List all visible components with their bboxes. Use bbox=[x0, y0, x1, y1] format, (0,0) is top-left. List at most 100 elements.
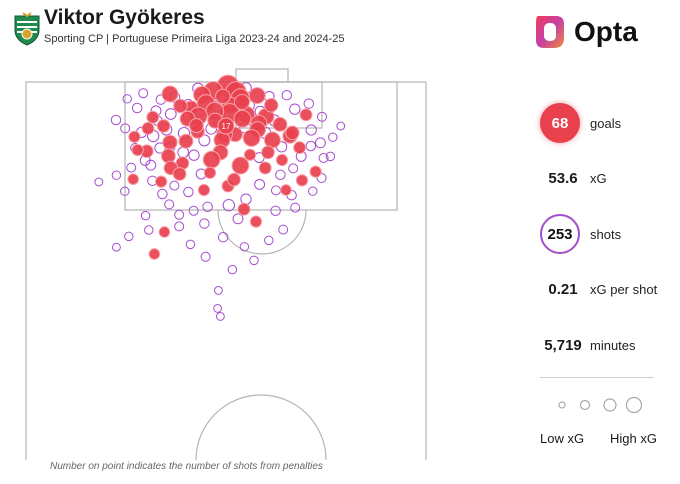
shot-point bbox=[188, 149, 200, 161]
shot-point bbox=[232, 213, 244, 225]
shot-point bbox=[200, 251, 211, 262]
goal-point bbox=[197, 183, 211, 197]
goal-point bbox=[158, 226, 171, 238]
shot-point bbox=[174, 209, 185, 220]
penalty-point bbox=[217, 117, 235, 135]
goal-point bbox=[231, 156, 250, 175]
shot-point bbox=[188, 205, 199, 216]
goal-point bbox=[148, 248, 161, 260]
shot-point bbox=[110, 114, 122, 126]
legend-high-label: High xG bbox=[610, 431, 657, 446]
xg-label: xG bbox=[590, 170, 607, 186]
goal-point bbox=[156, 119, 171, 133]
shot-point bbox=[177, 146, 190, 159]
shot-point bbox=[164, 199, 175, 210]
goal-point bbox=[128, 130, 141, 143]
goal-point bbox=[234, 94, 250, 110]
opta-wordmark: Opta bbox=[574, 16, 638, 47]
goal-point bbox=[155, 175, 168, 188]
goal-point bbox=[215, 88, 231, 105]
legend-low-label: Low xG bbox=[540, 431, 585, 446]
shot-point bbox=[202, 201, 213, 213]
goal-point bbox=[173, 98, 188, 114]
goal-point bbox=[299, 108, 313, 122]
shot-point bbox=[264, 235, 274, 246]
shot-point bbox=[278, 224, 289, 235]
shot-point bbox=[122, 94, 132, 104]
opta-logo: Opta bbox=[530, 12, 650, 52]
shot-point bbox=[213, 285, 223, 295]
penalty-layer: 17 bbox=[217, 117, 235, 135]
shot-point bbox=[270, 205, 281, 217]
stat-minutes: 5,719 minutes bbox=[540, 325, 636, 365]
goals-layer bbox=[127, 74, 322, 260]
footnote: Number on point indicates the number of … bbox=[50, 461, 323, 472]
sporting-crest-icon bbox=[14, 12, 40, 46]
opta-logo-icon bbox=[536, 16, 564, 48]
legend-circle-3 bbox=[603, 398, 617, 412]
goal-point bbox=[227, 172, 241, 187]
goal-point bbox=[202, 150, 221, 169]
centre-circle bbox=[195, 394, 327, 460]
goal-point bbox=[141, 121, 155, 135]
shot-point bbox=[213, 303, 223, 313]
goal-point bbox=[146, 110, 160, 124]
goal-point bbox=[258, 161, 272, 175]
shot-point bbox=[124, 231, 134, 242]
goal-point bbox=[249, 215, 263, 228]
penalty-arc bbox=[217, 209, 307, 255]
goal-point bbox=[263, 131, 281, 149]
legend-circle-1 bbox=[558, 401, 566, 409]
shot-point bbox=[318, 153, 329, 163]
shot-point bbox=[271, 185, 281, 196]
shot-point bbox=[169, 180, 180, 191]
shot-point bbox=[239, 242, 250, 252]
shot-point bbox=[308, 186, 318, 196]
player-name: Viktor Gyökeres bbox=[44, 6, 205, 29]
penalty-count-label: 17 bbox=[222, 122, 231, 131]
shot-point bbox=[157, 188, 168, 200]
xg-value: 53.6 bbox=[548, 169, 578, 187]
goal-point bbox=[233, 109, 252, 128]
minutes-label: minutes bbox=[590, 337, 636, 353]
goals-badge: 68 bbox=[540, 103, 580, 143]
shot-point bbox=[289, 103, 301, 115]
shot-point bbox=[305, 124, 317, 136]
legend-circle-2 bbox=[579, 399, 591, 411]
shot-point bbox=[215, 311, 225, 321]
stat-goals: 68 goals bbox=[540, 103, 621, 143]
stat-xg: 53.6 xG bbox=[540, 158, 607, 198]
goal-point bbox=[131, 143, 144, 157]
shot-point bbox=[185, 239, 196, 250]
six-yard-box bbox=[235, 68, 289, 83]
goal-point bbox=[285, 125, 300, 141]
minutes-value: 5,719 bbox=[544, 336, 582, 354]
shot-point bbox=[174, 221, 185, 232]
shot-point bbox=[325, 151, 336, 162]
shot-point bbox=[111, 170, 122, 180]
goal-point bbox=[172, 167, 187, 181]
shot-point bbox=[336, 121, 346, 131]
shot-point bbox=[199, 218, 210, 229]
shot-point bbox=[120, 123, 131, 134]
goal-point bbox=[280, 184, 292, 196]
shot-point bbox=[140, 210, 151, 221]
shot-point bbox=[254, 178, 266, 190]
goal-point bbox=[161, 85, 179, 103]
legend-circle-4 bbox=[625, 396, 643, 414]
shot-point bbox=[145, 159, 157, 171]
goal-point bbox=[127, 173, 140, 186]
stat-shots: 253 shots bbox=[540, 214, 621, 254]
xg-per-shot-label: xG per shot bbox=[590, 281, 658, 297]
shot-point bbox=[288, 163, 299, 174]
shot-point bbox=[164, 108, 177, 120]
goal-point bbox=[162, 134, 178, 151]
goals-label: goals bbox=[590, 115, 622, 131]
xg-per-shot-value: 0.21 bbox=[548, 280, 578, 298]
goal-point bbox=[243, 148, 257, 161]
goal-point bbox=[293, 141, 307, 155]
shot-point bbox=[222, 199, 235, 212]
shot-point bbox=[275, 169, 286, 181]
shot-point bbox=[281, 89, 293, 101]
goal-point bbox=[263, 97, 279, 113]
